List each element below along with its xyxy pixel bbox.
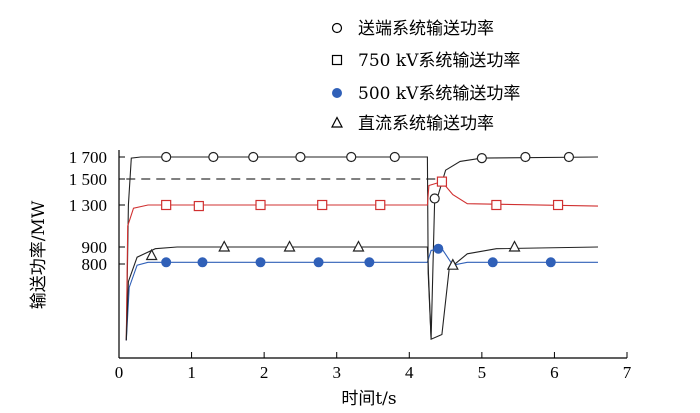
x-tick-label: 2: [260, 363, 269, 382]
series-3-point: [197, 257, 208, 268]
x-tick-label: 3: [332, 363, 341, 382]
series-1-point: [248, 151, 259, 163]
series-2-point: [255, 199, 266, 211]
y-tick-label: 900: [82, 238, 108, 257]
series-3-point: [487, 257, 498, 268]
legend-marker-1: [331, 22, 343, 34]
series-2-point: [491, 199, 502, 211]
series-3-point: [313, 257, 324, 268]
series-1-point: [346, 151, 357, 163]
x-tick-label: 5: [478, 363, 487, 382]
y-tick-label: 1 500: [69, 170, 107, 189]
series-1-point: [295, 151, 306, 163]
series-line-2: [125, 180, 599, 341]
series-4-point: [218, 240, 231, 252]
series-1-point: [208, 151, 219, 163]
series-line-3: [125, 248, 598, 341]
series-4-point: [508, 240, 521, 252]
y-axis-label: 输送功率/MW: [29, 200, 49, 309]
series-4-point: [145, 248, 158, 261]
series-2-point: [552, 199, 564, 211]
series-3-point: [161, 257, 172, 268]
y-tick-label: 800: [82, 255, 108, 274]
plot-area: [125, 151, 599, 341]
series-3-point: [433, 243, 444, 254]
legend-marker-4: [331, 116, 343, 128]
series-4-point: [352, 240, 365, 252]
legend-label-1: 送端系统输送功率: [358, 19, 494, 39]
x-tick-label: 7: [623, 363, 632, 382]
series-2-point: [193, 200, 204, 212]
series-3-point: [255, 257, 266, 268]
series-3-point: [545, 257, 556, 268]
series-2-point: [436, 176, 448, 187]
x-tick-label: 6: [550, 363, 559, 382]
series-4-point: [446, 258, 459, 270]
series-2-point: [375, 199, 386, 211]
legend-marker-3: [332, 88, 342, 98]
series-1-point: [429, 193, 440, 204]
y-tick-label: 1 700: [69, 148, 107, 167]
legend-label-2: 750 kV系统输送功率: [358, 51, 520, 71]
series-1-point: [563, 151, 575, 163]
series-1-point: [389, 151, 400, 163]
series-2-point: [161, 199, 172, 211]
series-line-4: [125, 246, 599, 341]
legend-marker-2: [331, 54, 343, 66]
series-2-point: [317, 199, 328, 211]
x-tick-label: 4: [405, 363, 414, 382]
x-tick-label: 0: [115, 363, 124, 382]
y-tick-label: 1 300: [69, 196, 107, 215]
series-1-point: [161, 151, 172, 163]
series-1-point: [476, 153, 487, 164]
legend-label-3: 500 kV系统输送功率: [358, 84, 520, 104]
series-3-point: [364, 257, 375, 268]
legend-label-4: 直流系统输送功率: [358, 114, 494, 134]
series-4-point: [283, 240, 296, 252]
x-axis-label: 时间t/s: [341, 389, 396, 409]
x-tick-label: 1: [187, 363, 196, 382]
series-1-point: [520, 151, 531, 163]
